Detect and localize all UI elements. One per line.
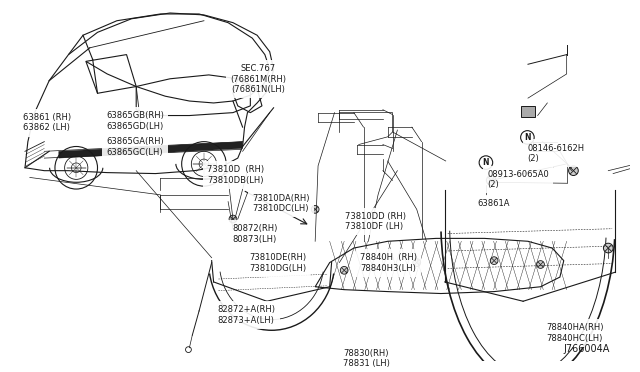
Text: N: N bbox=[483, 158, 489, 167]
Circle shape bbox=[520, 131, 534, 144]
Text: 73810DE(RH)
73810DG(LH): 73810DE(RH) 73810DG(LH) bbox=[249, 253, 306, 273]
Circle shape bbox=[604, 243, 613, 253]
Text: 78830(RH)
78831 (LH): 78830(RH) 78831 (LH) bbox=[343, 349, 390, 368]
Circle shape bbox=[490, 257, 498, 264]
Text: 63861A: 63861A bbox=[478, 199, 510, 208]
Text: 78840H  (RH)
78840H3(LH): 78840H (RH) 78840H3(LH) bbox=[360, 253, 417, 273]
Text: N: N bbox=[524, 133, 531, 142]
Text: 73810DD (RH)
73810DF (LH): 73810DD (RH) 73810DF (LH) bbox=[345, 212, 406, 231]
Text: 63865GB(RH)
63865GD(LH): 63865GB(RH) 63865GD(LH) bbox=[106, 111, 164, 131]
Circle shape bbox=[479, 156, 493, 169]
FancyBboxPatch shape bbox=[521, 106, 535, 118]
Circle shape bbox=[523, 108, 533, 118]
Text: 80872(RH)
80873(LH): 80872(RH) 80873(LH) bbox=[232, 224, 278, 244]
Text: 73810D  (RH)
73810DB(LH): 73810D (RH) 73810DB(LH) bbox=[207, 165, 264, 185]
Circle shape bbox=[229, 215, 237, 223]
Circle shape bbox=[311, 205, 319, 213]
Polygon shape bbox=[59, 142, 243, 158]
Text: 63865GA(RH)
63865GC(LH): 63865GA(RH) 63865GC(LH) bbox=[106, 137, 164, 157]
Text: 08913-6065A0
(2): 08913-6065A0 (2) bbox=[487, 170, 549, 189]
Circle shape bbox=[486, 176, 496, 185]
Circle shape bbox=[537, 261, 545, 268]
Text: 78840HA(RH)
78840HC(LH): 78840HA(RH) 78840HC(LH) bbox=[546, 323, 604, 343]
Text: 63861 (RH)
63862 (LH): 63861 (RH) 63862 (LH) bbox=[23, 113, 71, 132]
Text: SEC.767
(76861M(RH)
(76861N(LH): SEC.767 (76861M(RH) (76861N(LH) bbox=[230, 64, 286, 94]
Text: J766004A: J766004A bbox=[564, 344, 610, 355]
Circle shape bbox=[413, 259, 420, 266]
Circle shape bbox=[568, 166, 579, 176]
Circle shape bbox=[340, 266, 348, 274]
Text: 73810DA(RH)
73810DC(LH): 73810DA(RH) 73810DC(LH) bbox=[252, 194, 309, 213]
Text: 82872+A(RH)
82873+A(LH): 82872+A(RH) 82873+A(LH) bbox=[218, 305, 276, 325]
Text: 08146-6162H
(2): 08146-6162H (2) bbox=[527, 144, 584, 163]
